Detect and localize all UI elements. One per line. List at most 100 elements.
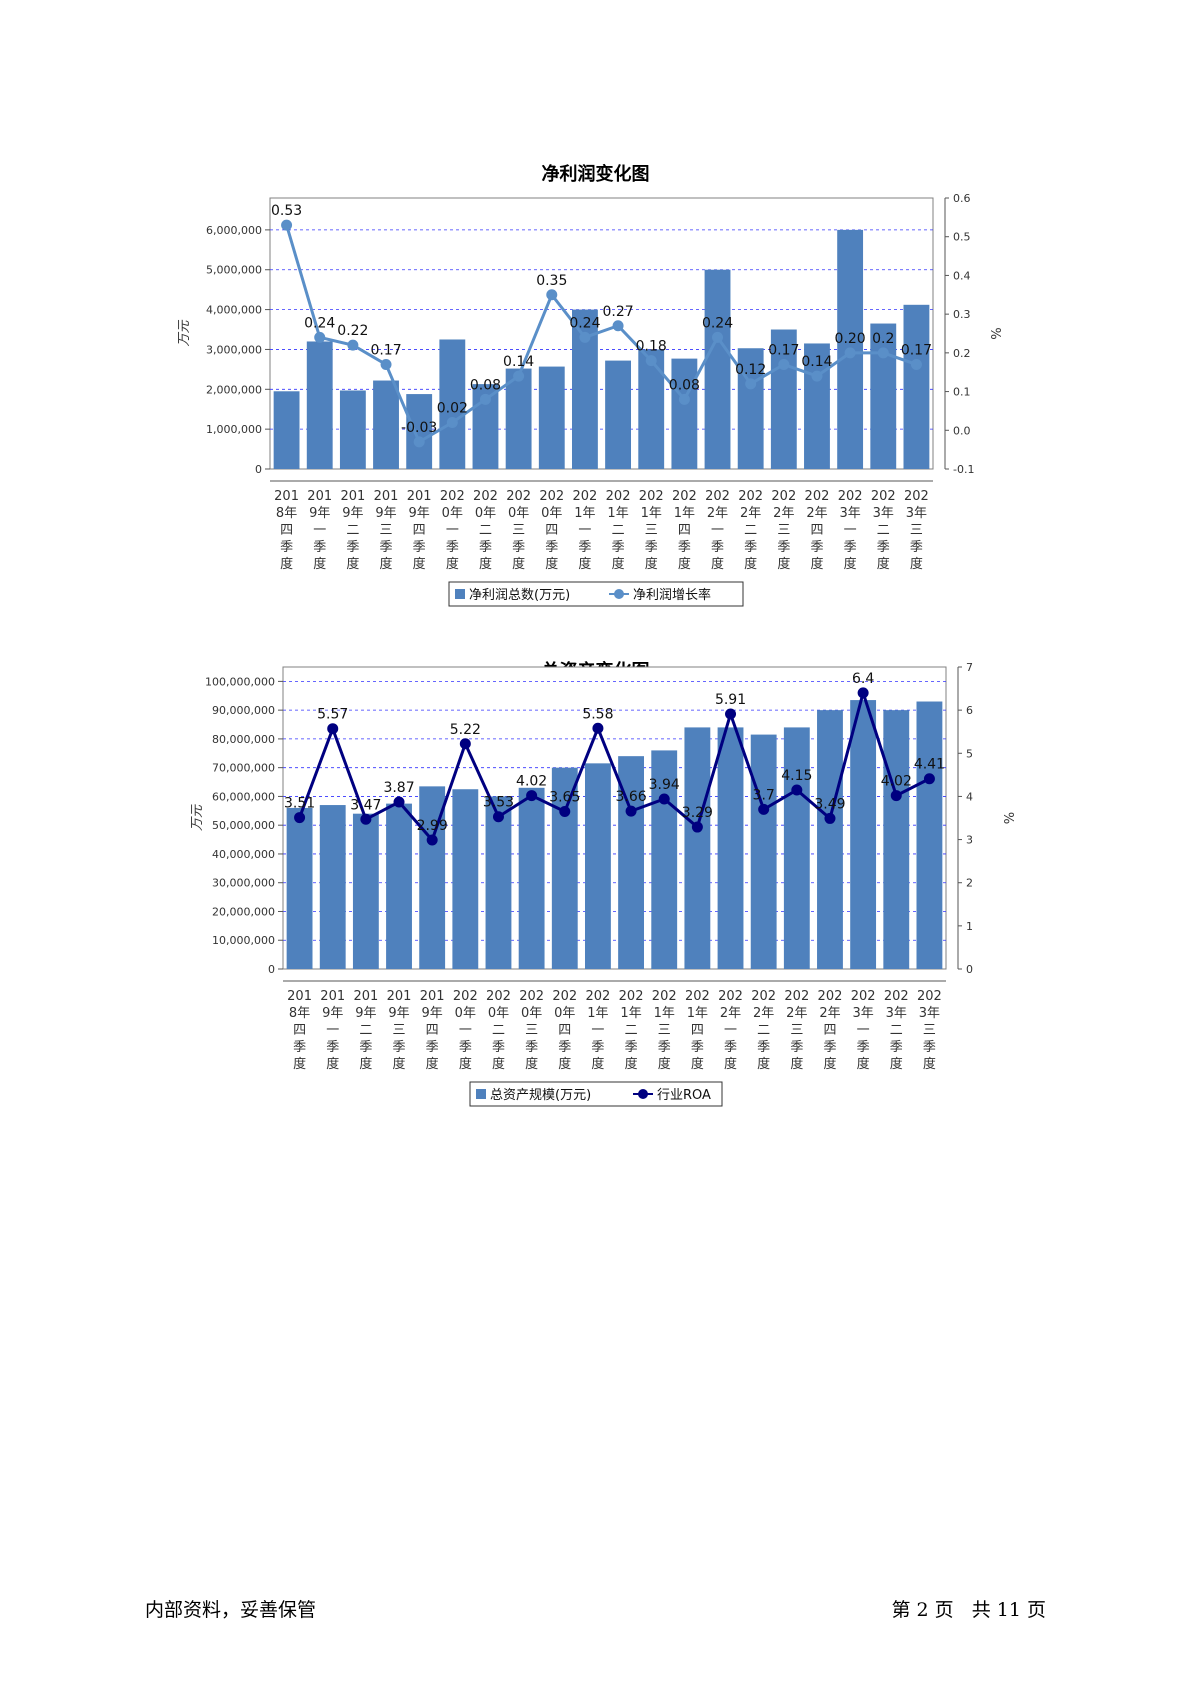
x-tick-label: 202	[771, 489, 796, 504]
bar	[518, 787, 545, 969]
x-tick-label: 季	[678, 540, 691, 555]
y-tick-label: 80,000,000	[212, 733, 275, 746]
x-tick-label: 季	[459, 1040, 472, 1055]
x-tick-label: 一	[326, 1023, 339, 1038]
line-point	[347, 339, 359, 351]
line-point	[625, 805, 637, 817]
x-tick-label: 1年	[620, 1006, 641, 1021]
x-tick-label: 季	[711, 540, 724, 555]
x-tick-label: 度	[393, 1056, 406, 1072]
line-point	[811, 370, 823, 382]
bar	[651, 750, 678, 969]
data-label: 5.57	[317, 707, 348, 723]
data-label: 5.22	[450, 722, 481, 738]
plot-area	[282, 666, 947, 970]
x-tick-label: 202	[639, 489, 664, 504]
x-tick-label: 一	[711, 523, 724, 538]
x-tick-label: 3年	[839, 506, 860, 521]
series-line	[298, 687, 931, 843]
x-tick-label: 季	[293, 1040, 306, 1055]
x-tick-label: 201	[420, 989, 445, 1004]
x-tick-label: 2年	[740, 506, 761, 521]
x-tick-label: 度	[645, 556, 658, 572]
line-point	[281, 219, 293, 231]
x-tick-label: 201	[387, 989, 412, 1004]
bar	[505, 368, 532, 469]
data-label: 0.22	[337, 323, 368, 339]
data-label: 0.14	[503, 354, 534, 370]
line-point	[327, 723, 339, 735]
bar	[817, 710, 843, 969]
bar	[717, 727, 744, 969]
y2-tick-label: 3	[966, 834, 973, 847]
line-point	[691, 821, 703, 833]
x-tick-label: 季	[612, 540, 625, 555]
line-point	[479, 393, 491, 405]
y-tick-label: 60,000,000	[212, 790, 275, 803]
x-tick-label: 度	[426, 1056, 439, 1072]
x-tick-label: 度	[512, 556, 525, 572]
data-label: 3.94	[649, 777, 680, 793]
x-tick-label: 0年	[455, 1006, 476, 1021]
data-label: 2.99	[417, 818, 448, 834]
y-tick-label: 1,000,000	[206, 423, 262, 436]
line-point	[546, 289, 558, 301]
legend-bar-swatch	[476, 1089, 486, 1099]
line-point	[645, 355, 657, 367]
legend-bar-label: 净利润总数(万元)	[469, 588, 570, 603]
x-tick-label: 季	[280, 540, 293, 555]
data-label: 3.66	[615, 789, 646, 805]
chart-title: 净利润变化图	[541, 164, 650, 185]
x-tick-label: 度	[591, 1056, 604, 1072]
x-tick-label: 9年	[409, 506, 430, 521]
x-tick-label: 季	[446, 540, 459, 555]
x-tick-label: 202	[552, 989, 577, 1004]
x-tick-label: 0年	[541, 506, 562, 521]
x-tick-label: 2年	[720, 1006, 741, 1021]
x-tick-label: 三	[645, 523, 658, 538]
bar	[850, 700, 877, 969]
bar	[452, 789, 479, 969]
line-point	[492, 811, 504, 823]
bar	[584, 763, 611, 969]
data-label: 3.51	[284, 796, 315, 812]
x-tick-label: 季	[844, 540, 857, 555]
x-tick-label: 0年	[475, 506, 496, 521]
net-profit-chart-svg: 0 1,000,000 2,000,000 3,000,000 4,000,000 5,0…	[177, 192, 1002, 607]
y-tick-label: 0	[268, 963, 275, 976]
x-tick-label: 度	[810, 556, 823, 572]
y2-tick-label: 4	[966, 790, 973, 803]
x-tick-label: 1年	[674, 506, 695, 521]
x-tick-label: 一	[578, 523, 591, 538]
y-tick-label: 30,000,000	[212, 877, 275, 890]
x-tick-label: 1年	[607, 506, 628, 521]
legend-line-marker	[614, 589, 624, 599]
x-tick-label: 9年	[375, 506, 396, 521]
bar	[339, 390, 366, 469]
x-tick-label: 度	[678, 556, 691, 572]
x-tick-label: 度	[446, 556, 459, 572]
x-tick-label: 201	[320, 989, 345, 1004]
y2-tick-label: 0.0	[953, 424, 971, 437]
x-tick-label: 二	[625, 1023, 638, 1038]
x-tick-label: 季	[724, 1040, 737, 1055]
x-tick-label: 9年	[355, 1006, 376, 1021]
x-tick-label: 季	[545, 540, 558, 555]
x-tick-label: 202	[685, 989, 710, 1004]
bar	[551, 767, 578, 969]
legend-line-label: 净利润增长率	[633, 587, 711, 603]
x-tick-label: 度	[790, 1056, 803, 1072]
x-tick-label: 202	[871, 489, 896, 504]
x-tick-label: 202	[586, 989, 611, 1004]
bar	[538, 366, 565, 469]
x-tick-label: 202	[652, 989, 677, 1004]
total-assets-chart-svg: 0 10,000,000 20,000,000 30,000,000 40,000,00…	[190, 661, 1015, 1107]
y2-tick-label: 0.4	[953, 269, 971, 282]
data-label: 3.49	[814, 796, 845, 812]
y-tick-label: 3,000,000	[206, 343, 262, 356]
x-tick-label: 202	[619, 989, 644, 1004]
line-point	[592, 722, 604, 734]
y2-tick-label: 1	[966, 920, 973, 933]
y-tick-label: 10,000,000	[212, 934, 275, 947]
x-tick-label: 四	[691, 1023, 704, 1038]
